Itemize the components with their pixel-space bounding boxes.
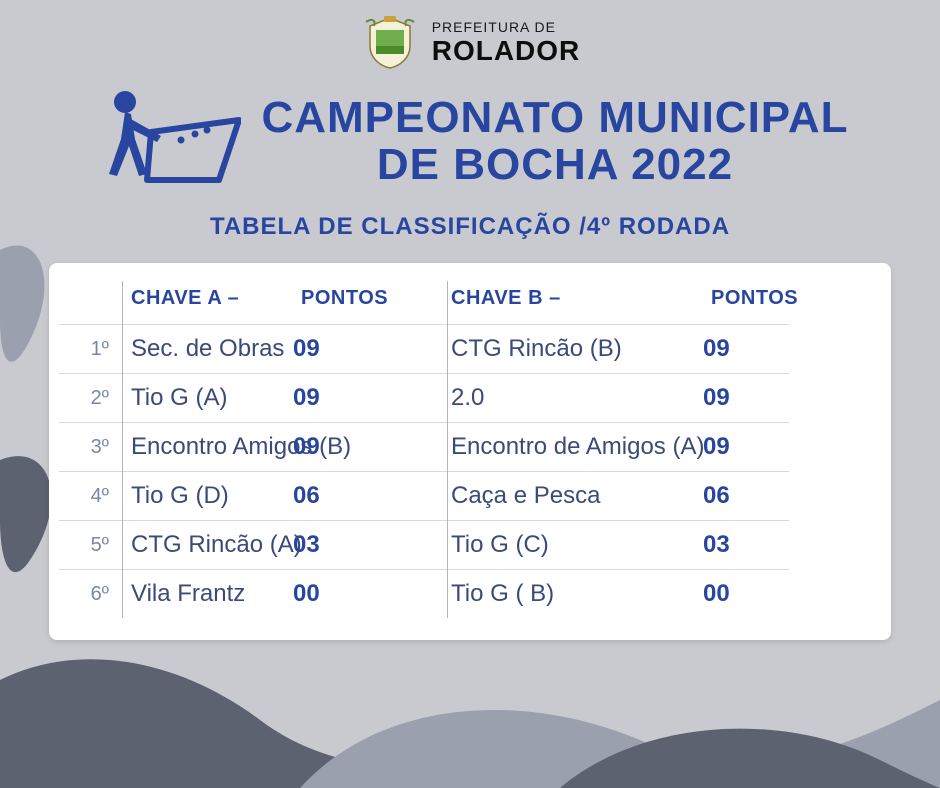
rank-cell: 5º — [59, 520, 119, 569]
team-b-cell: Encontro de Amigos (A) — [439, 422, 699, 471]
team-a-cell: CTG Rincão (A) — [119, 520, 289, 569]
team-b-cell: Caça e Pesca — [439, 471, 699, 520]
city-name: ROLADOR — [432, 35, 581, 67]
team-a-cell: Tio G (D) — [119, 471, 289, 520]
team-b-cell: Tio G ( B) — [439, 569, 699, 618]
pts-a-cell: 06 — [289, 471, 379, 520]
team-a-cell: Tio G (A) — [119, 373, 289, 422]
pts-a-cell: 00 — [289, 569, 379, 618]
pts-b-cell: 03 — [699, 520, 789, 569]
team-a-cell: Vila Frantz — [119, 569, 289, 618]
bocce-player-icon — [91, 84, 241, 199]
title-line-2: DE BOCHA 2022 — [261, 142, 848, 188]
pts-b-cell: 06 — [699, 471, 789, 520]
team-b-cell: Tio G (C) — [439, 520, 699, 569]
pts-a-cell: 09 — [289, 324, 379, 373]
team-a-cell: Encontro Amigos (B) — [119, 422, 289, 471]
team-a-cell: Sec. de Obras — [119, 324, 289, 373]
pts-b-cell: 09 — [699, 324, 789, 373]
pts-a-cell: 09 — [289, 373, 379, 422]
prefeitura-label: PREFEITURA DE — [432, 19, 581, 35]
pts-a-cell: 03 — [289, 520, 379, 569]
standings-table: CHAVE A – PONTOS CHAVE B – PONTOS 1º Sec… — [49, 263, 891, 640]
pts-a-cell: 09 — [289, 422, 379, 471]
pts-b-cell: 09 — [699, 422, 789, 471]
header-pontos-a: PONTOS — [289, 281, 379, 324]
team-b-cell: CTG Rincão (B) — [439, 324, 699, 373]
rank-cell: 1º — [59, 324, 119, 373]
rank-cell: 3º — [59, 422, 119, 471]
header-pontos-b: PONTOS — [699, 281, 789, 324]
rank-cell: 6º — [59, 569, 119, 618]
header-chave-a: CHAVE A – — [119, 281, 289, 324]
main-title: CAMPEONATO MUNICIPAL DE BOCHA 2022 — [261, 95, 848, 187]
rank-cell: 2º — [59, 373, 119, 422]
team-b-cell: 2.0 — [439, 373, 699, 422]
header: PREFEITURA DE ROLADOR — [0, 0, 940, 72]
header-chave-b: CHAVE B – — [439, 281, 699, 324]
subtitle: TABELA DE CLASSIFICAÇÃO /4º RODADA — [0, 213, 940, 241]
title-line-1: CAMPEONATO MUNICIPAL — [261, 95, 848, 141]
rank-cell: 4º — [59, 471, 119, 520]
city-crest-icon — [360, 14, 420, 72]
pts-b-cell: 09 — [699, 373, 789, 422]
pts-b-cell: 00 — [699, 569, 789, 618]
